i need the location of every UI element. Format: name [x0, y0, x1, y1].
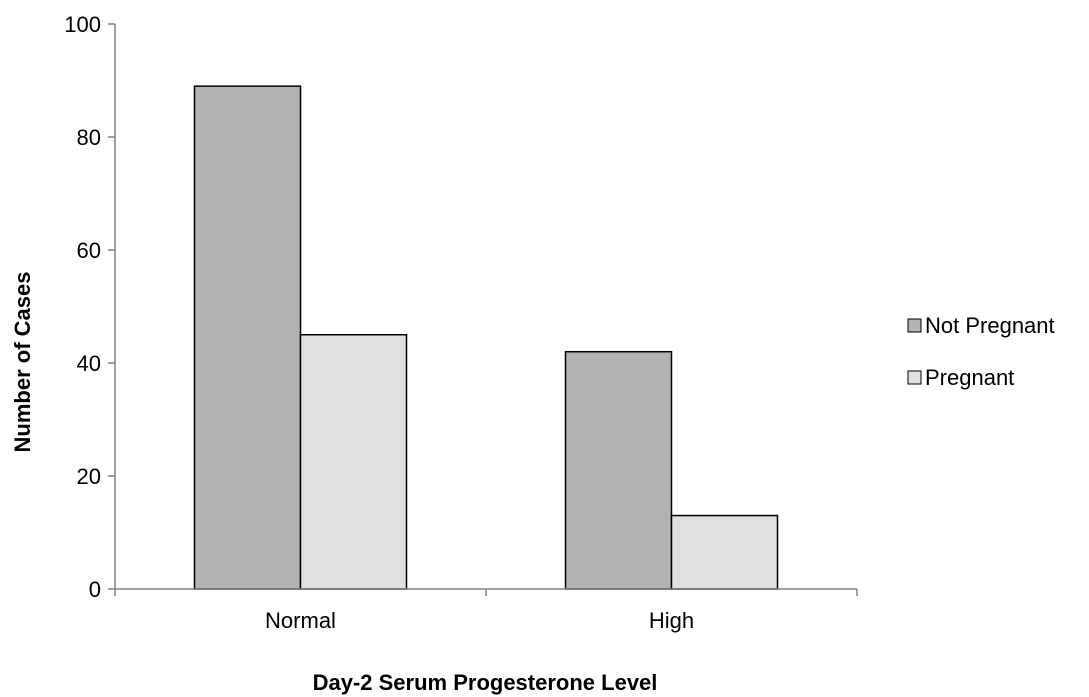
- bar-not-pregnant-normal: [193, 85, 302, 590]
- y-tick-label: 40: [77, 351, 101, 376]
- x-tick-label: High: [649, 608, 694, 633]
- x-ticks-group: Normal High: [114, 589, 858, 633]
- legend: Not Pregnant Pregnant: [907, 313, 1055, 390]
- y-tick-label: 0: [89, 577, 101, 602]
- y-ticks-group: 0 20 40 60 80 100: [64, 12, 115, 602]
- bar-pregnant-high: [670, 514, 779, 590]
- legend-label: Not Pregnant: [925, 313, 1055, 338]
- y-tick-label: 100: [64, 12, 101, 37]
- y-axis-title: Number of Cases: [10, 272, 35, 453]
- bar-not-pregnant-high: [564, 350, 673, 590]
- bars-group: [193, 85, 779, 590]
- y-tick-label: 80: [77, 125, 101, 150]
- legend-swatch: [907, 370, 922, 385]
- y-tick-label: 60: [77, 238, 101, 263]
- x-tick-label: Normal: [265, 608, 336, 633]
- y-tick-label: 20: [77, 464, 101, 489]
- legend-label: Pregnant: [925, 365, 1014, 390]
- bar-pregnant-normal: [299, 334, 408, 590]
- legend-swatch: [907, 318, 922, 333]
- x-axis-title: Day-2 Serum Progesterone Level: [313, 670, 658, 695]
